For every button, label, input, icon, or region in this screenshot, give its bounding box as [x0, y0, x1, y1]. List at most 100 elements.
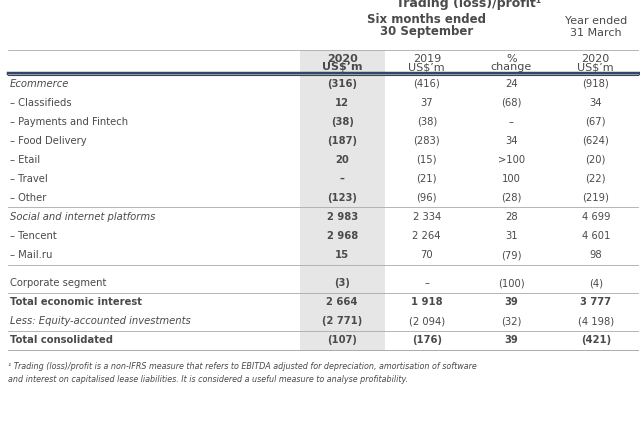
Text: –: –	[509, 117, 514, 127]
Text: (32): (32)	[501, 316, 522, 326]
FancyBboxPatch shape	[300, 74, 385, 93]
FancyBboxPatch shape	[300, 331, 385, 350]
Text: 39: 39	[504, 335, 518, 346]
Text: – Other: – Other	[10, 193, 46, 203]
Text: 2 983: 2 983	[326, 212, 358, 222]
Text: >100: >100	[498, 155, 525, 165]
Text: (316): (316)	[327, 79, 357, 88]
Text: (624): (624)	[582, 136, 609, 146]
Text: 2020: 2020	[327, 54, 358, 64]
FancyBboxPatch shape	[300, 293, 385, 312]
Text: 100: 100	[502, 174, 521, 184]
Text: 30 September: 30 September	[380, 25, 474, 38]
Text: – Payments and Fintech: – Payments and Fintech	[10, 117, 128, 127]
Text: 20: 20	[335, 155, 349, 165]
Text: (918): (918)	[582, 79, 609, 88]
Text: (38): (38)	[417, 117, 437, 127]
FancyBboxPatch shape	[300, 112, 385, 131]
Text: 4 699: 4 699	[582, 212, 610, 222]
Text: 31 March: 31 March	[570, 28, 621, 38]
Text: 2 264: 2 264	[413, 231, 441, 241]
FancyBboxPatch shape	[300, 93, 385, 112]
Text: US$’m: US$’m	[577, 62, 614, 72]
Text: (2 771): (2 771)	[322, 316, 362, 326]
Text: Total economic interest: Total economic interest	[10, 297, 142, 307]
Text: (107): (107)	[327, 335, 357, 346]
Text: (22): (22)	[586, 174, 606, 184]
Text: 24: 24	[505, 79, 518, 88]
FancyBboxPatch shape	[300, 50, 385, 74]
Text: – Classifieds: – Classifieds	[10, 98, 72, 107]
Text: (79): (79)	[501, 250, 522, 260]
Text: Year ended: Year ended	[564, 16, 627, 26]
Text: –: –	[424, 278, 429, 288]
Text: 34: 34	[589, 98, 602, 107]
Text: ¹ Trading (loss)/profit is a non-IFRS measure that refers to EBITDA adjusted for: ¹ Trading (loss)/profit is a non-IFRS me…	[8, 362, 477, 384]
Text: 28: 28	[505, 212, 518, 222]
FancyBboxPatch shape	[300, 312, 385, 331]
Text: (416): (416)	[413, 79, 440, 88]
Text: (15): (15)	[417, 155, 437, 165]
Text: 3 777: 3 777	[580, 297, 611, 307]
Text: –: –	[340, 174, 345, 184]
Text: (100): (100)	[498, 278, 525, 288]
Text: Ecommerce: Ecommerce	[10, 79, 69, 88]
Text: Social and internet platforms: Social and internet platforms	[10, 212, 156, 222]
Text: Corporate segment: Corporate segment	[10, 278, 106, 288]
Text: – Mail.ru: – Mail.ru	[10, 250, 52, 260]
Text: change: change	[491, 62, 532, 72]
Text: Trading (loss)/profit¹: Trading (loss)/profit¹	[396, 0, 541, 10]
Text: 4 601: 4 601	[582, 231, 610, 241]
Text: – Etail: – Etail	[10, 155, 40, 165]
Text: (219): (219)	[582, 193, 609, 203]
Text: – Food Delivery: – Food Delivery	[10, 136, 86, 146]
FancyBboxPatch shape	[300, 150, 385, 169]
Text: (3): (3)	[334, 278, 350, 288]
Text: 31: 31	[505, 231, 518, 241]
Text: 34: 34	[505, 136, 518, 146]
Text: 39: 39	[504, 297, 518, 307]
Text: (421): (421)	[580, 335, 611, 346]
Text: (96): (96)	[417, 193, 437, 203]
Text: 2 968: 2 968	[326, 231, 358, 241]
FancyBboxPatch shape	[300, 227, 385, 246]
Text: %: %	[506, 54, 516, 64]
Text: Total consolidated: Total consolidated	[10, 335, 113, 346]
Text: (20): (20)	[586, 155, 606, 165]
Text: 2020: 2020	[582, 54, 610, 64]
FancyBboxPatch shape	[300, 188, 385, 207]
Text: 1 918: 1 918	[411, 297, 443, 307]
Text: 98: 98	[589, 250, 602, 260]
Text: (68): (68)	[501, 98, 522, 107]
Text: (123): (123)	[327, 193, 357, 203]
Text: (187): (187)	[327, 136, 357, 146]
Text: (21): (21)	[417, 174, 437, 184]
Text: 70: 70	[420, 250, 433, 260]
Text: US$’m: US$’m	[408, 62, 445, 72]
Text: (4): (4)	[589, 278, 603, 288]
Text: 2 664: 2 664	[326, 297, 358, 307]
FancyBboxPatch shape	[300, 265, 385, 274]
Text: Six months ended: Six months ended	[367, 13, 486, 26]
Text: 12: 12	[335, 98, 349, 107]
Text: 2019: 2019	[413, 54, 441, 64]
Text: Less: Equity-accounted investments: Less: Equity-accounted investments	[10, 316, 191, 326]
Text: (28): (28)	[501, 193, 522, 203]
Text: 2 334: 2 334	[413, 212, 441, 222]
FancyBboxPatch shape	[300, 207, 385, 227]
Text: 15: 15	[335, 250, 349, 260]
FancyBboxPatch shape	[300, 274, 385, 293]
Text: US$’m: US$’m	[322, 62, 362, 72]
Text: – Tencent: – Tencent	[10, 231, 57, 241]
Text: (2 094): (2 094)	[409, 316, 445, 326]
Text: (38): (38)	[331, 117, 354, 127]
Text: (67): (67)	[586, 117, 606, 127]
FancyBboxPatch shape	[300, 169, 385, 188]
Text: – Travel: – Travel	[10, 174, 48, 184]
FancyBboxPatch shape	[300, 131, 385, 150]
Text: (4 198): (4 198)	[578, 316, 614, 326]
Text: (283): (283)	[413, 136, 440, 146]
Text: 37: 37	[420, 98, 433, 107]
Text: (176): (176)	[412, 335, 442, 346]
FancyBboxPatch shape	[300, 246, 385, 265]
